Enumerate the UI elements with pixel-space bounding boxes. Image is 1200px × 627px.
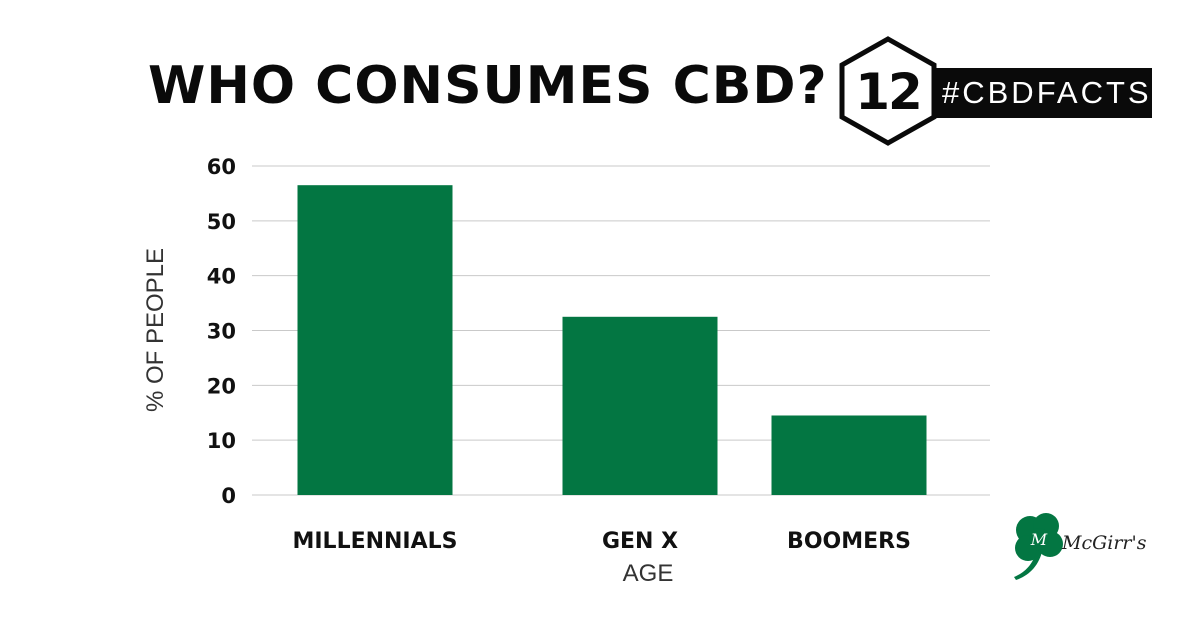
- x-axis-label: AGE: [623, 560, 674, 587]
- y-tick-label: 0: [221, 484, 236, 508]
- bar-boomers: [771, 415, 927, 495]
- y-tick-label: 60: [207, 155, 236, 179]
- hashtag-label: #CBDFACTS: [942, 75, 1152, 110]
- y-tick-label: 10: [207, 429, 236, 453]
- fact-number: 12: [855, 63, 923, 121]
- x-category-label: MILLENNIALS: [292, 529, 457, 554]
- bar-gen-x: [562, 316, 718, 495]
- hashtag-banner: [914, 68, 1152, 118]
- y-tick-label: 50: [207, 210, 236, 234]
- hexagon-icon: [839, 36, 937, 146]
- page-title: WHO CONSUMES CBD?: [148, 56, 828, 116]
- bar-millennials: [297, 185, 453, 496]
- fact-badge: #CBDFACTS 12: [838, 36, 1152, 146]
- brand-name: McGirr's: [1062, 532, 1147, 554]
- chart-labels: 0 10 20 30 40 50 60 MILLENNIALS GEN X BOOMERS: [207, 155, 911, 554]
- chart-bars: [297, 185, 927, 496]
- y-tick-label: 30: [207, 320, 236, 344]
- y-axis-label: % OF PEOPLE: [142, 248, 169, 412]
- y-tick-label: 40: [207, 265, 236, 289]
- clover-logo-icon: M: [1014, 513, 1063, 580]
- y-tick-label: 20: [207, 374, 236, 398]
- x-category-label: GEN X: [602, 529, 678, 554]
- svg-text:M: M: [1030, 530, 1048, 549]
- x-category-label: BOOMERS: [787, 529, 911, 554]
